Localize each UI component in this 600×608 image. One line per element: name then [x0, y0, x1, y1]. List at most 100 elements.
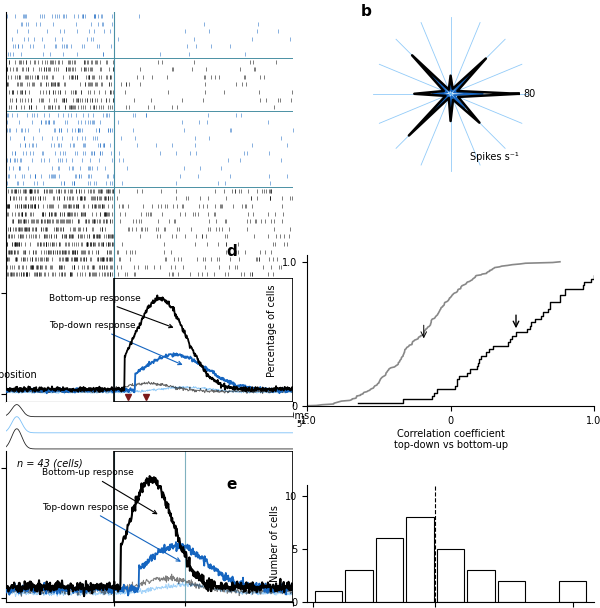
- Point: [66, 102, 76, 112]
- Point: [57, 269, 67, 279]
- Point: [107, 232, 117, 241]
- Point: [97, 11, 107, 21]
- Point: [95, 193, 104, 203]
- Point: [124, 224, 134, 233]
- Point: [11, 186, 20, 196]
- Bar: [467, 570, 495, 602]
- Point: [57, 262, 67, 272]
- Point: [27, 216, 37, 226]
- Point: [20, 186, 30, 196]
- Point: [2, 269, 11, 279]
- Point: [82, 224, 91, 233]
- Point: [216, 201, 226, 211]
- Point: [87, 95, 97, 105]
- Text: e: e: [227, 477, 237, 492]
- Point: [19, 133, 29, 142]
- Point: [20, 11, 29, 21]
- Bar: [346, 570, 373, 602]
- Point: [250, 216, 260, 226]
- Point: [13, 201, 22, 211]
- Point: [244, 186, 253, 196]
- Point: [35, 11, 44, 21]
- Point: [94, 247, 103, 257]
- Point: [57, 254, 67, 264]
- Point: [56, 224, 66, 233]
- Point: [65, 269, 75, 279]
- Point: [25, 254, 35, 264]
- Point: [89, 148, 98, 157]
- Point: [97, 148, 107, 157]
- Point: [2, 110, 11, 120]
- Point: [122, 247, 131, 257]
- Point: [79, 110, 88, 120]
- Point: [82, 224, 91, 233]
- Point: [221, 216, 231, 226]
- Point: [10, 186, 19, 196]
- Point: [14, 163, 24, 173]
- Point: [89, 72, 98, 81]
- Point: [81, 216, 91, 226]
- Point: [38, 201, 47, 211]
- Point: [82, 239, 92, 249]
- Point: [63, 239, 73, 249]
- Point: [39, 102, 49, 112]
- Point: [38, 209, 48, 218]
- Point: [97, 254, 107, 264]
- Point: [38, 87, 48, 97]
- Point: [59, 95, 69, 105]
- Point: [5, 269, 14, 279]
- Point: [53, 57, 63, 66]
- Point: [67, 102, 76, 112]
- Point: [12, 269, 22, 279]
- Point: [82, 239, 92, 249]
- Point: [260, 247, 270, 257]
- Point: [60, 269, 70, 279]
- Point: [44, 171, 53, 181]
- Point: [37, 209, 47, 218]
- Point: [5, 133, 15, 142]
- Point: [93, 254, 103, 264]
- Point: [25, 186, 35, 196]
- Point: [243, 209, 253, 218]
- Point: [109, 57, 118, 66]
- Point: [263, 269, 273, 279]
- Point: [16, 224, 26, 233]
- Point: [37, 133, 47, 142]
- Bar: [315, 592, 342, 602]
- Point: [157, 209, 167, 218]
- Point: [22, 216, 31, 226]
- Point: [46, 209, 55, 218]
- Point: [105, 254, 115, 264]
- Point: [33, 201, 43, 211]
- Point: [94, 87, 104, 97]
- Point: [263, 232, 273, 241]
- Point: [28, 193, 37, 203]
- Point: [104, 80, 114, 89]
- Point: [66, 269, 76, 279]
- Point: [77, 41, 87, 51]
- Point: [59, 95, 68, 105]
- Point: [20, 201, 30, 211]
- Point: [221, 193, 231, 203]
- Point: [115, 216, 124, 226]
- Point: [10, 148, 19, 157]
- Point: [215, 72, 224, 81]
- Point: [61, 95, 71, 105]
- Point: [11, 186, 20, 196]
- Point: [31, 171, 40, 181]
- Point: [38, 193, 47, 203]
- Point: [24, 224, 34, 233]
- Point: [20, 193, 30, 203]
- Point: [79, 41, 89, 51]
- Point: [59, 11, 69, 21]
- Point: [67, 110, 76, 120]
- Point: [15, 72, 25, 81]
- Point: [5, 262, 15, 272]
- Point: [274, 95, 283, 105]
- Point: [57, 209, 67, 218]
- Point: [32, 262, 42, 272]
- Point: [80, 247, 90, 257]
- Point: [42, 224, 52, 233]
- Point: [28, 247, 37, 257]
- Point: [130, 269, 139, 279]
